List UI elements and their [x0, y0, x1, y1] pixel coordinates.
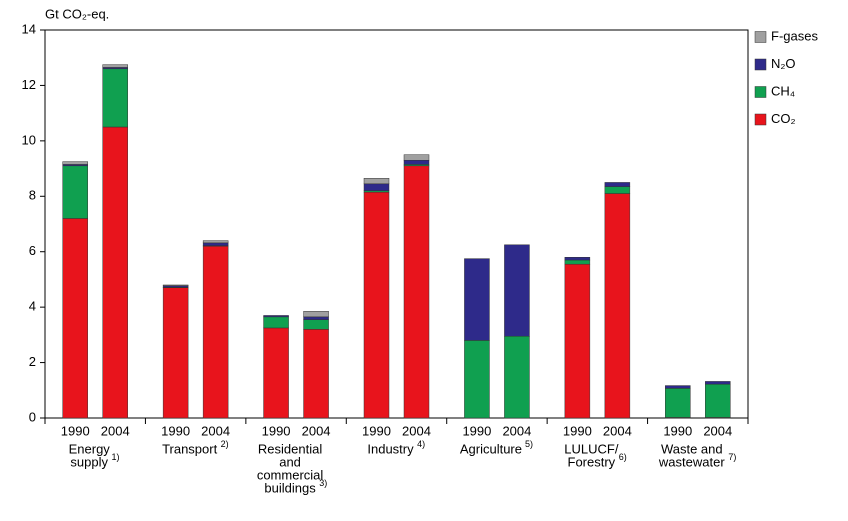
y-tick-label: 12 — [22, 77, 36, 92]
bar-segment — [564, 259, 591, 265]
group-label: Industry — [367, 441, 414, 456]
bar-segment — [202, 245, 229, 419]
bar-segment — [62, 165, 88, 219]
bar-segment — [665, 385, 691, 389]
group-label: Energy — [69, 441, 111, 456]
bar-segment — [403, 165, 430, 419]
bar-segment — [303, 319, 329, 330]
bar-segment — [263, 316, 289, 329]
bar-segment — [102, 126, 128, 419]
group-note: 5) — [525, 439, 533, 449]
x-tick-label: 1990 — [563, 423, 592, 438]
y-tick-label: 6 — [29, 243, 36, 258]
bar-segment — [564, 263, 591, 419]
x-tick-label: 2004 — [101, 423, 130, 438]
group-label: supply — [70, 454, 108, 469]
x-tick-label: 2004 — [302, 423, 331, 438]
group-note: 3) — [319, 478, 327, 488]
x-tick-label: 1990 — [462, 423, 491, 438]
bar-segment — [504, 244, 530, 337]
legend-label: N₂O — [771, 56, 796, 71]
group-note: 7) — [728, 452, 736, 462]
bar-segment — [363, 178, 390, 185]
x-tick-label: 1990 — [663, 423, 692, 438]
y-tick-label: 0 — [29, 409, 36, 424]
x-tick-label: 1990 — [262, 423, 291, 438]
legend-label: F-gases — [771, 28, 818, 43]
legend-swatch — [754, 86, 767, 98]
legend-swatch — [754, 31, 767, 43]
bar-segment — [202, 242, 229, 246]
x-tick-label: 2004 — [603, 423, 632, 438]
x-tick-label: 2004 — [703, 423, 732, 438]
group-label: Transport — [162, 441, 218, 456]
group-label: commercial — [257, 467, 324, 482]
bar-segment — [403, 154, 430, 161]
bar-segment — [162, 284, 189, 287]
y-tick-label: 14 — [22, 21, 36, 36]
group-label: Waste and — [661, 441, 723, 456]
group-label: and — [279, 454, 301, 469]
bar-segment — [363, 183, 390, 191]
x-tick-label: 2004 — [502, 423, 531, 438]
y-tick-label: 8 — [29, 188, 36, 203]
bar-segment — [263, 315, 289, 318]
bar-segment — [705, 381, 731, 385]
group-label: Forestry — [568, 454, 616, 469]
group-note: 6) — [619, 452, 627, 462]
bar-segment — [162, 287, 189, 419]
bar-segment — [604, 186, 631, 194]
bar-segment — [62, 218, 88, 419]
bar-segment — [202, 240, 229, 244]
bar-segment — [604, 193, 631, 419]
bar-segment — [705, 383, 731, 418]
group-label: buildings — [264, 480, 316, 495]
bar-segment — [564, 257, 591, 261]
bar-segment — [303, 316, 329, 320]
bar-segment — [665, 388, 691, 418]
group-note: 1) — [112, 452, 120, 462]
group-label: LULUCF/ — [564, 441, 619, 456]
bar-segment — [102, 64, 128, 68]
bar-segment — [464, 340, 490, 419]
legend-swatch — [754, 58, 767, 71]
bar-segment — [504, 335, 530, 419]
legend-label: CH₄ — [771, 83, 795, 98]
legend-label: CO₂ — [771, 111, 796, 126]
x-tick-label: 1990 — [362, 423, 391, 438]
x-tick-label: 1990 — [61, 423, 90, 438]
y-tick-label: 10 — [22, 132, 36, 147]
bar-segment — [102, 68, 128, 128]
bar-segment — [403, 160, 430, 165]
y-tick-label: 2 — [29, 354, 36, 369]
group-note: 2) — [221, 439, 229, 449]
group-label: Agriculture — [460, 441, 522, 456]
group-label: wastewater — [658, 454, 725, 469]
bar-segment — [62, 161, 88, 165]
legend-swatch — [754, 113, 767, 126]
x-tick-label: 2004 — [201, 423, 230, 438]
x-tick-label: 1990 — [161, 423, 190, 438]
bar-segment — [604, 182, 631, 187]
x-tick-label: 2004 — [402, 423, 431, 438]
plot-frame — [44, 29, 749, 419]
y-tick-label: 4 — [29, 299, 36, 314]
bar-segment — [303, 311, 329, 318]
group-label: Residential — [258, 441, 322, 456]
bar-segment — [263, 327, 289, 419]
bar-segment — [303, 329, 329, 419]
bar-segment — [464, 258, 490, 341]
group-note: 4) — [417, 439, 425, 449]
bar-segment — [363, 191, 390, 419]
y-axis-label: Gt CO₂-eq. — [45, 6, 109, 21]
